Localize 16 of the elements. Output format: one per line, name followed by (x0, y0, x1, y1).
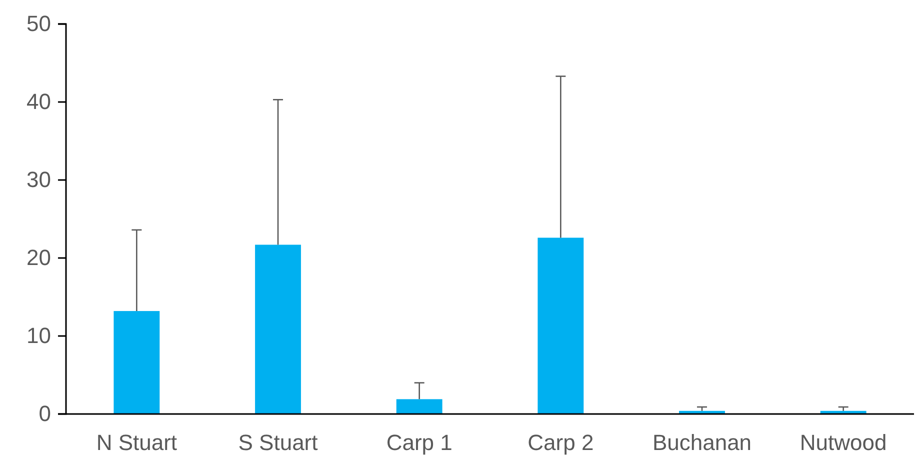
y-tick-label: 50 (26, 11, 51, 36)
bar (538, 238, 584, 414)
y-tick-label: 20 (26, 245, 51, 270)
x-tick-label: S Stuart (238, 430, 318, 455)
y-tick-label: 40 (26, 89, 51, 114)
bar (114, 311, 160, 414)
bar (255, 244, 301, 414)
x-tick-label: Carp 2 (528, 430, 594, 455)
y-tick-label: 0 (38, 401, 51, 426)
x-tick-label: Buchanan (652, 430, 752, 455)
y-tick-label: 10 (26, 323, 51, 348)
bar (396, 399, 442, 414)
x-tick-label: Nutwood (800, 430, 887, 455)
y-tick-label: 30 (26, 167, 51, 192)
x-tick-label: N Stuart (96, 430, 178, 455)
x-tick-label: Carp 1 (386, 430, 452, 455)
